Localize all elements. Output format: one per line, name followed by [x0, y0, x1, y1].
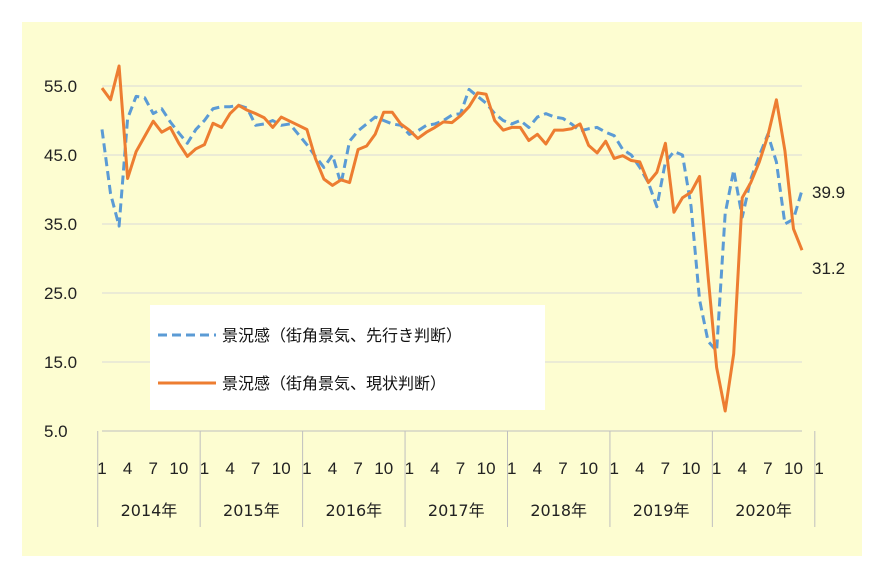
y-tick-label: 55.0	[44, 77, 77, 96]
current-end-label: 31.2	[812, 259, 845, 278]
x-tick-label: 1	[712, 459, 721, 478]
x-tick-label: 1	[97, 459, 106, 478]
year-label: 2019年	[633, 501, 690, 520]
x-tick-label: 7	[661, 459, 670, 478]
y-tick-label: 15.0	[44, 353, 77, 372]
x-tick-label: 7	[251, 459, 260, 478]
y-tick-label: 5.0	[44, 422, 68, 441]
x-tick-label: 7	[148, 459, 157, 478]
legend-box	[150, 305, 545, 410]
line-chart: 5.015.025.035.045.055.01 4 7 10 1 4 7 10 1 4 7 10 1 4…	[44, 64, 845, 527]
x-tick-label: 1	[200, 459, 209, 478]
x-tick-label: 10	[169, 459, 188, 478]
forecast-series-line	[100, 87, 804, 353]
legend-entry: 景況感（街角景気、現状判断）	[222, 374, 446, 393]
x-tick-label: 7	[558, 459, 567, 478]
x-tick-label: 1	[814, 459, 823, 478]
year-label: 2018年	[530, 501, 587, 520]
year-label: 2020年	[735, 501, 792, 520]
x-tick-label: 4	[533, 459, 542, 478]
x-tick-label: 10	[784, 459, 803, 478]
x-tick-label: 4	[123, 459, 132, 478]
x-tick-label: 4	[738, 459, 747, 478]
x-tick-label: 10	[682, 459, 701, 478]
year-label: 2017年	[428, 501, 485, 520]
x-tick-label: 10	[579, 459, 598, 478]
chart-area: 5.0 15.0 25.0 35.0 45.0 55.0 1 4 7 10 1 4 7 10 1 4 7 10 1 4…	[22, 22, 862, 556]
x-tick-label: 7	[353, 459, 362, 478]
y-tick-label: 35.0	[44, 215, 77, 234]
x-tick-label: 7	[763, 459, 772, 478]
x-tick-label: 10	[374, 459, 393, 478]
x-tick-label: 1	[302, 459, 311, 478]
year-label: 2015年	[223, 501, 280, 520]
current-series-line	[100, 64, 804, 413]
x-tick-label: 4	[430, 459, 439, 478]
x-tick-label: 10	[272, 459, 291, 478]
year-label: 2014年	[121, 501, 178, 520]
forecast-end-label: 39.9	[812, 183, 845, 202]
x-tick-label: 4	[328, 459, 337, 478]
x-tick-label: 4	[635, 459, 644, 478]
y-tick-label: 25.0	[44, 284, 77, 303]
x-tick-label: 7	[456, 459, 465, 478]
x-tick-label: 10	[477, 459, 496, 478]
x-tick-label: 4	[225, 459, 234, 478]
x-tick-label: 1	[405, 459, 414, 478]
year-label: 2016年	[325, 501, 382, 520]
legend-entry: 景況感（街角景気、先行き判断）	[222, 326, 462, 345]
y-tick-label: 45.0	[44, 146, 77, 165]
x-tick-label: 1	[507, 459, 516, 478]
x-tick-label: 1	[609, 459, 618, 478]
